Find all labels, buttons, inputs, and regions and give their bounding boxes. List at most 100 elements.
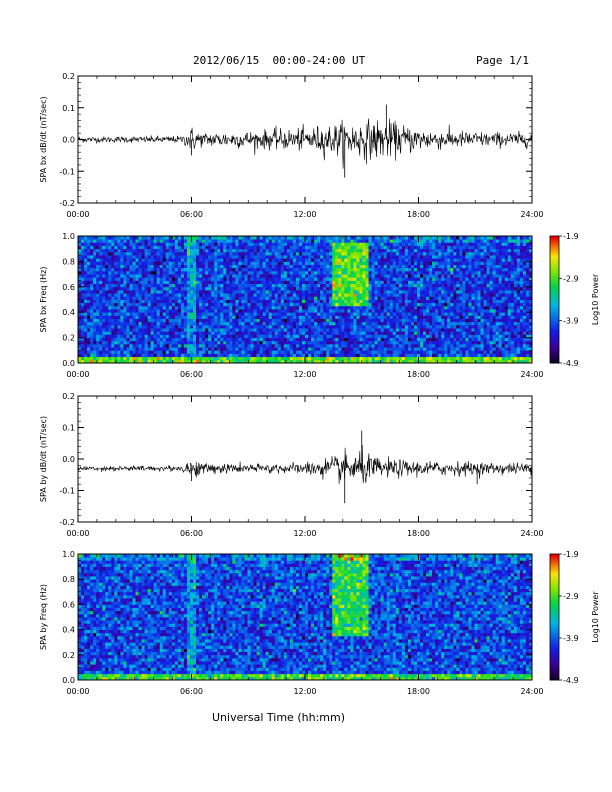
heatmap-cell — [250, 293, 254, 297]
heatmap-cell — [289, 331, 294, 335]
heatmap-cell — [317, 331, 321, 335]
heatmap-cell — [305, 248, 309, 253]
heatmap-cell — [407, 343, 412, 348]
heatmap-cell — [135, 315, 139, 319]
heatmap-cell — [283, 299, 288, 304]
heatmap-cell — [174, 350, 179, 354]
heatmap-cell — [259, 296, 264, 300]
heatmap-cell — [311, 305, 315, 310]
heatmap-cell — [271, 315, 276, 319]
heatmap-cell — [416, 353, 421, 358]
heatmap-cell — [371, 305, 376, 310]
heatmap-cell — [223, 337, 227, 342]
heatmap-cell — [123, 353, 127, 358]
heatmap-cell — [268, 312, 273, 316]
heatmap-cell — [205, 324, 209, 329]
heatmap-cell — [186, 267, 191, 272]
heatmap-cell — [410, 343, 415, 348]
heatmap-cell — [368, 277, 372, 281]
heatmap-cell — [102, 296, 106, 300]
heatmap-cell — [311, 236, 315, 240]
heatmap-cell — [338, 248, 342, 253]
heatmap-cell — [214, 334, 218, 338]
heatmap-cell — [326, 305, 330, 310]
heatmap-cell — [123, 309, 127, 313]
heatmap-cell — [295, 267, 300, 272]
heatmap-cell — [404, 236, 409, 240]
heatmap-cell — [332, 248, 336, 253]
heatmap-cell — [383, 296, 388, 300]
heatmap-cell — [426, 289, 430, 294]
heatmap-cell — [289, 334, 294, 338]
heatmap-cell — [84, 277, 88, 281]
heatmap-cell — [105, 312, 109, 316]
heatmap-cell — [186, 305, 191, 310]
heatmap-cell — [368, 258, 372, 262]
heatmap-cell — [244, 296, 248, 300]
heatmap-cell — [253, 289, 257, 294]
heatmap-cell — [420, 251, 424, 256]
heatmap-cell — [211, 242, 215, 246]
heatmap-cell — [392, 236, 397, 240]
heatmap-cell — [171, 331, 176, 335]
heatmap-cell — [114, 312, 118, 316]
heatmap-cell — [232, 343, 236, 348]
heatmap-cell — [407, 359, 412, 364]
heatmap-cell — [280, 245, 285, 250]
heatmap-cell — [208, 277, 212, 281]
heatmap-cell — [144, 315, 149, 319]
heatmap-cell — [274, 340, 279, 345]
heatmap-cell — [311, 321, 315, 326]
heatmap-cell — [138, 305, 142, 310]
heatmap-cell — [383, 356, 388, 361]
heatmap-cell — [135, 261, 139, 265]
heatmap-cell — [220, 258, 224, 262]
heatmap-cell — [232, 299, 236, 304]
heatmap-cell — [229, 315, 233, 319]
heatmap-cell — [196, 343, 200, 348]
heatmap-cell — [301, 293, 306, 297]
heatmap-cell — [202, 277, 206, 281]
heatmap-cell — [126, 321, 130, 326]
heatmap-cell — [262, 302, 267, 307]
heatmap-cell — [286, 258, 291, 262]
heatmap-cell — [371, 296, 376, 300]
heatmap-cell — [244, 274, 248, 278]
heatmap-cell — [96, 340, 100, 345]
heatmap-cell — [420, 356, 424, 361]
heatmap-cell — [356, 267, 360, 272]
heatmap-cell — [280, 283, 285, 288]
heatmap-cell — [150, 277, 155, 281]
heatmap-cell — [359, 264, 363, 269]
heatmap-cell — [108, 267, 112, 272]
heatmap-cell — [338, 321, 342, 326]
heatmap-cell — [280, 347, 285, 351]
heatmap-cell — [407, 334, 412, 338]
heatmap-cell — [99, 315, 103, 319]
heatmap-cell — [338, 267, 342, 272]
heatmap-cell — [374, 312, 379, 316]
heatmap-cell — [380, 270, 385, 275]
heatmap-cell — [202, 248, 206, 253]
heatmap-cell — [344, 239, 348, 243]
heatmap-cell — [353, 280, 357, 285]
heatmap-cell — [341, 309, 345, 313]
heatmap-cell — [229, 350, 233, 354]
heatmap-cell — [277, 312, 282, 316]
heatmap-cell — [311, 283, 315, 288]
heatmap-cell — [217, 267, 221, 272]
heatmap-cell — [320, 277, 324, 281]
heatmap-cell — [386, 343, 391, 348]
heatmap-cell — [96, 286, 100, 291]
heatmap-cell — [162, 337, 167, 342]
heatmap-cell — [365, 289, 369, 294]
heatmap-cell — [398, 242, 403, 246]
heatmap-cell — [289, 305, 294, 310]
heatmap-cell — [93, 359, 97, 364]
heatmap-cell — [277, 274, 282, 278]
heatmap-cell — [126, 280, 130, 285]
heatmap-cell — [274, 350, 279, 354]
heatmap-cell — [214, 293, 218, 297]
heatmap-cell — [320, 299, 324, 304]
heatmap-cell — [229, 274, 233, 278]
